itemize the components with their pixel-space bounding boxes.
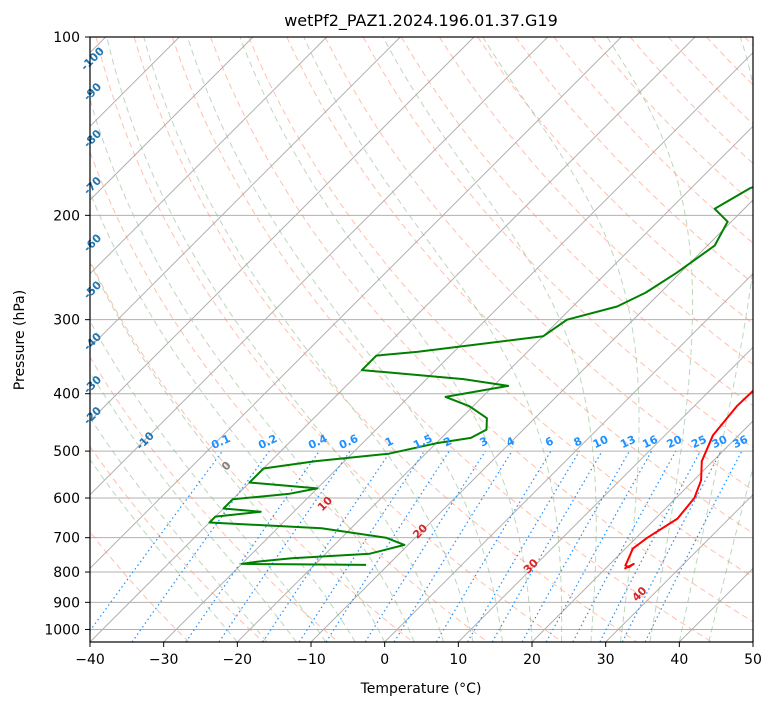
y-tick-label: 200	[53, 208, 80, 224]
y-axis: 100 200 300 400 500 600 700 800 900 1000	[44, 30, 90, 638]
x-tick-label: −40	[75, 652, 105, 668]
x-tick-label: 20	[523, 652, 541, 668]
mixing-ratio-lines	[90, 450, 743, 642]
isotherm-gridline	[90, 37, 401, 349]
dry-adiabat	[286, 37, 753, 534]
moist-adiabat	[90, 416, 268, 642]
moist-adiabat	[143, 37, 474, 642]
isotherm-gridline	[457, 346, 753, 642]
moist-adiabat	[90, 261, 356, 642]
y-tick-label: 500	[53, 444, 80, 460]
mixing-ratio-line	[393, 450, 513, 642]
sounding-series	[208, 186, 753, 570]
x-tick-label: 10	[449, 652, 467, 668]
mixing-ratio-label: 10	[591, 433, 611, 451]
temperature-profile-line	[623, 389, 753, 570]
mixing-ratio-label: 13	[618, 433, 637, 451]
mixing-ratio-line	[298, 450, 425, 642]
moist-adiabat	[606, 37, 694, 642]
mixing-ratio-line	[262, 450, 392, 642]
isotherm-gridline	[384, 272, 753, 642]
moist-adiabat	[90, 190, 386, 642]
dry-adiabat	[171, 37, 712, 642]
mixing-ratio-line	[185, 450, 320, 642]
moist-adiabat	[90, 458, 238, 642]
y-tick-label: 600	[53, 491, 80, 507]
moist-adiabat	[90, 320, 327, 642]
x-tick-label: −20	[223, 652, 253, 668]
dry-adiabat	[210, 37, 753, 623]
plot-area	[90, 37, 753, 642]
chart-title: wetPf2_PAZ1.2024.196.01.37.G19	[284, 11, 558, 31]
dry-adiabat	[477, 37, 753, 325]
mixing-ratio-label: 20	[665, 433, 685, 451]
isotherm-gridline	[90, 37, 696, 642]
x-axis: −40 −30 −20 −10 0 10 20 30 40 50	[75, 642, 762, 668]
moist-adiabat	[90, 97, 415, 642]
moist-adiabat	[303, 37, 563, 642]
dry-adiabat	[90, 356, 339, 642]
isotherm-gridline	[163, 51, 753, 642]
x-tick-label: 30	[597, 652, 615, 668]
moist-adiabat	[708, 465, 753, 642]
dry-adiabat	[248, 37, 753, 578]
isotherm-gridline	[605, 493, 753, 642]
moist-adiabat	[90, 370, 297, 642]
mixing-ratio-line	[572, 450, 677, 642]
isotherm-gridline	[90, 37, 622, 570]
dry-adiabat	[95, 37, 563, 642]
grid-layer	[90, 37, 753, 642]
x-tick-label: 50	[744, 652, 762, 668]
x-tick-label: −10	[296, 652, 326, 668]
y-tick-label: 100	[53, 30, 80, 46]
dry-adiabat	[133, 37, 638, 642]
y-tick-label: 1000	[44, 622, 80, 638]
moist-adiabats	[90, 37, 753, 642]
y-tick-label: 800	[53, 565, 80, 581]
isotherm-gridline	[236, 125, 753, 642]
isotherm-gridline	[90, 37, 549, 496]
moist-adiabat	[382, 37, 597, 642]
dry-adiabat	[90, 445, 264, 642]
isotherm-gridline	[531, 420, 753, 642]
mixing-ratio-line	[218, 450, 351, 642]
mixing-ratio-line	[325, 450, 450, 642]
mixing-ratio-label: 25	[689, 433, 708, 451]
y-tick-label: 900	[53, 595, 80, 611]
moist-adiabat	[187, 37, 503, 642]
mixing-ratio-label: 36	[731, 433, 751, 451]
moist-adiabat	[678, 37, 753, 642]
isotherm-gridline	[90, 37, 254, 201]
y-tick-label: 700	[53, 531, 80, 547]
y-tick-label: 400	[53, 387, 80, 403]
dry-adiabat	[438, 37, 753, 366]
mixing-ratio-label: 16	[640, 433, 660, 451]
mixing-ratio-line	[466, 450, 580, 642]
isotherm-gridline	[90, 37, 328, 275]
x-tick-label: 0	[380, 652, 389, 668]
moist-adiabat	[239, 37, 533, 642]
plot-frame	[89, 36, 754, 643]
moist-adiabat	[106, 37, 445, 642]
isotherm-gridline	[90, 37, 475, 422]
mixing-ratio-label: 30	[710, 433, 730, 451]
dewpoint-profile-line	[208, 186, 753, 566]
mixing-ratio-line	[364, 450, 486, 642]
mixing-ratio-line	[599, 450, 702, 642]
moist-adiabat	[482, 37, 640, 642]
x-tick-label: 40	[670, 652, 688, 668]
dry-adiabat	[324, 37, 753, 491]
y-axis-label: Pressure (hPa)	[12, 290, 28, 390]
mixing-ratio-line	[435, 450, 552, 642]
x-axis-label: Temperature (°C)	[360, 681, 482, 697]
y-tick-label: 300	[53, 313, 80, 329]
x-tick-label: −30	[149, 652, 179, 668]
dry-adiabat	[90, 259, 414, 642]
